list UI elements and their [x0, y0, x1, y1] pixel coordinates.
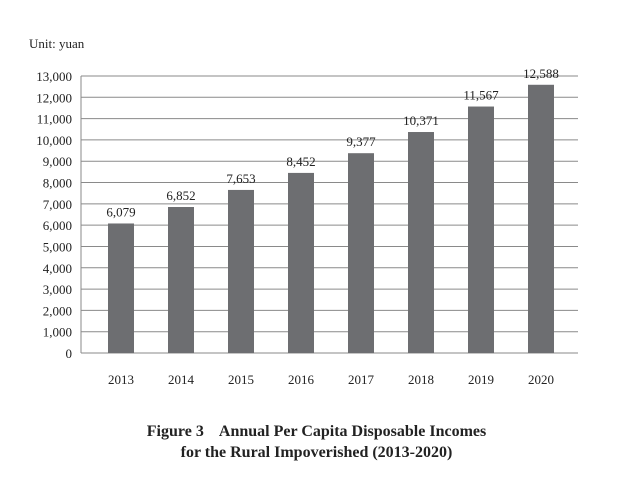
bar: [288, 172, 314, 353]
data-label: 9,377: [346, 134, 376, 149]
x-tick-label: 2019: [468, 372, 494, 387]
bar: [168, 206, 194, 353]
data-label: 8,452: [286, 154, 315, 169]
x-tick-label: 2014: [168, 372, 195, 387]
bar: [108, 223, 134, 353]
y-tick-label: 12,000: [36, 90, 72, 105]
y-tick-label: 4,000: [43, 261, 72, 276]
y-tick-label: 13,000: [36, 69, 72, 84]
data-label: 11,567: [463, 88, 499, 103]
x-tick-label: 2017: [348, 372, 375, 387]
y-tick-label: 11,000: [37, 112, 72, 127]
figure-title-line2: for the Rural Impoverished (2013-2020): [180, 444, 453, 461]
x-tick-label: 2018: [408, 372, 434, 387]
y-tick-label: 6,000: [43, 218, 72, 233]
data-label: 7,653: [226, 171, 255, 186]
bar-chart: 0 1,000 2,000 3,000 4,000 5,000 6,000 7,000 8,00…: [36, 66, 578, 387]
unit-label: Unit: yuan: [29, 36, 85, 51]
bar: [228, 189, 254, 353]
data-label: 6,079: [106, 204, 135, 219]
x-tick-label: 2016: [288, 372, 315, 387]
y-tick-label: 0: [66, 346, 73, 361]
bar: [528, 84, 554, 353]
y-tick-label: 9,000: [43, 154, 72, 169]
x-tick-label: 2020: [528, 372, 554, 387]
y-tick-label: 1,000: [43, 325, 72, 340]
x-tick-label: 2015: [228, 372, 254, 387]
data-label: 6,852: [166, 188, 195, 203]
bar: [348, 153, 374, 353]
bar: [468, 106, 494, 353]
data-label: 10,371: [403, 113, 439, 128]
data-label: 12,588: [523, 66, 559, 81]
y-tick-label: 2,000: [43, 303, 72, 318]
figure-title-line1: Figure 3 Annual Per Capita Disposable In…: [146, 423, 487, 440]
y-tick-label: 8,000: [43, 176, 72, 191]
y-tick-label: 10,000: [36, 133, 72, 148]
x-tick-label: 2013: [108, 372, 134, 387]
y-tick-label: 7,000: [43, 197, 72, 212]
bar: [408, 132, 434, 353]
y-tick-label: 5,000: [43, 239, 72, 254]
y-tick-label: 3,000: [43, 282, 72, 297]
